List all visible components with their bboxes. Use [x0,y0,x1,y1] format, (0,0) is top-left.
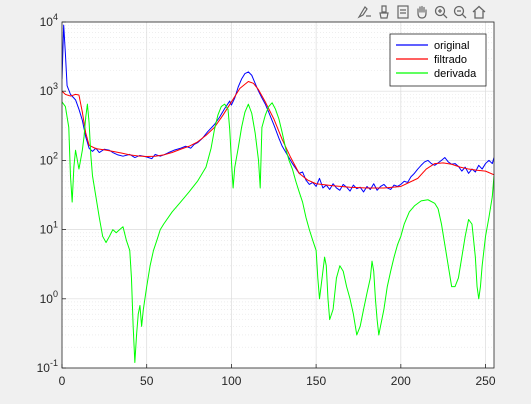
y-tick-base: 10 [37,361,51,375]
y-tick-base: 10 [40,223,54,237]
x-tick-label: 100 [221,374,241,388]
y-tick-label: 101 [40,220,58,237]
legend-label-derivada: derivada [434,68,477,80]
y-tick-exponent: 0 [53,289,58,299]
y-tick-label: 10-1 [37,358,58,375]
y-tick-base: 10 [40,292,54,306]
x-tick-label: 0 [59,374,66,388]
y-tick-label: 102 [40,150,58,167]
y-tick-exponent: -1 [50,358,58,368]
x-tick-label: 250 [476,374,496,388]
y-tick-base: 10 [40,15,54,29]
y-tick-exponent: 1 [53,220,58,230]
x-tick-label: 50 [140,374,154,388]
y-tick-exponent: 3 [53,81,58,91]
y-tick-label: 103 [40,81,58,98]
legend-label-original: original [434,40,469,52]
legend[interactable]: original filtrado derivada [390,34,486,86]
y-tick-base: 10 [40,153,54,167]
y-tick-label: 104 [40,12,58,29]
y-tick-label: 100 [40,289,58,306]
y-tick-exponent: 2 [53,150,58,160]
y-tick-exponent: 4 [53,12,58,22]
y-tick-base: 10 [40,84,54,98]
x-tick-label: 150 [306,374,326,388]
x-tick-label: 200 [391,374,411,388]
legend-label-filtrado: filtrado [434,54,467,66]
